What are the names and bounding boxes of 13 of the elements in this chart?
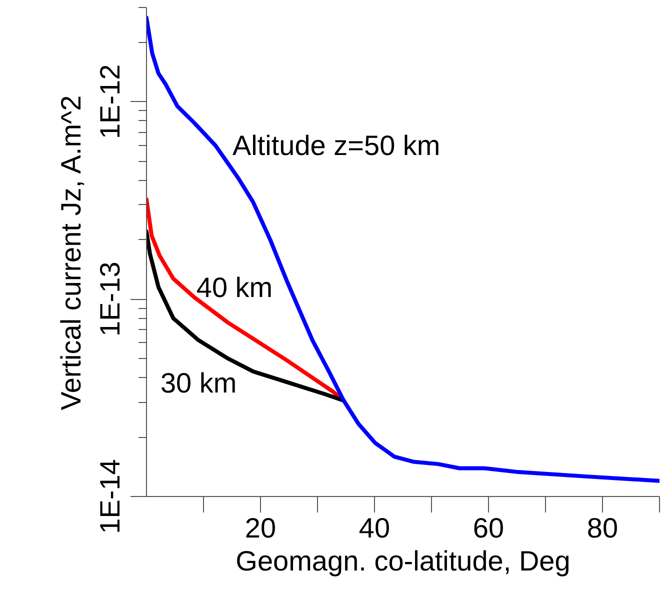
y-tick-label: 1E-12 [94,64,126,140]
series-label: 40 km [196,272,273,303]
y-tick-label: 1E-14 [94,459,126,534]
series-label: 30 km [160,368,237,399]
line-series [146,16,660,483]
x-tick-label: 80 [586,512,618,544]
x-axis-title: Geomagn. co-latitude, Deg [236,546,570,576]
y-tick-label: 1E-13 [94,262,126,336]
x-tick-label: 20 [244,512,276,544]
x-tick-label: 40 [358,512,390,544]
series-label: Altitude z=50 km [232,130,440,161]
y-axis-title: Vertical current Jz, A.m^2 [56,95,86,410]
x-tick-label: 60 [472,512,504,544]
